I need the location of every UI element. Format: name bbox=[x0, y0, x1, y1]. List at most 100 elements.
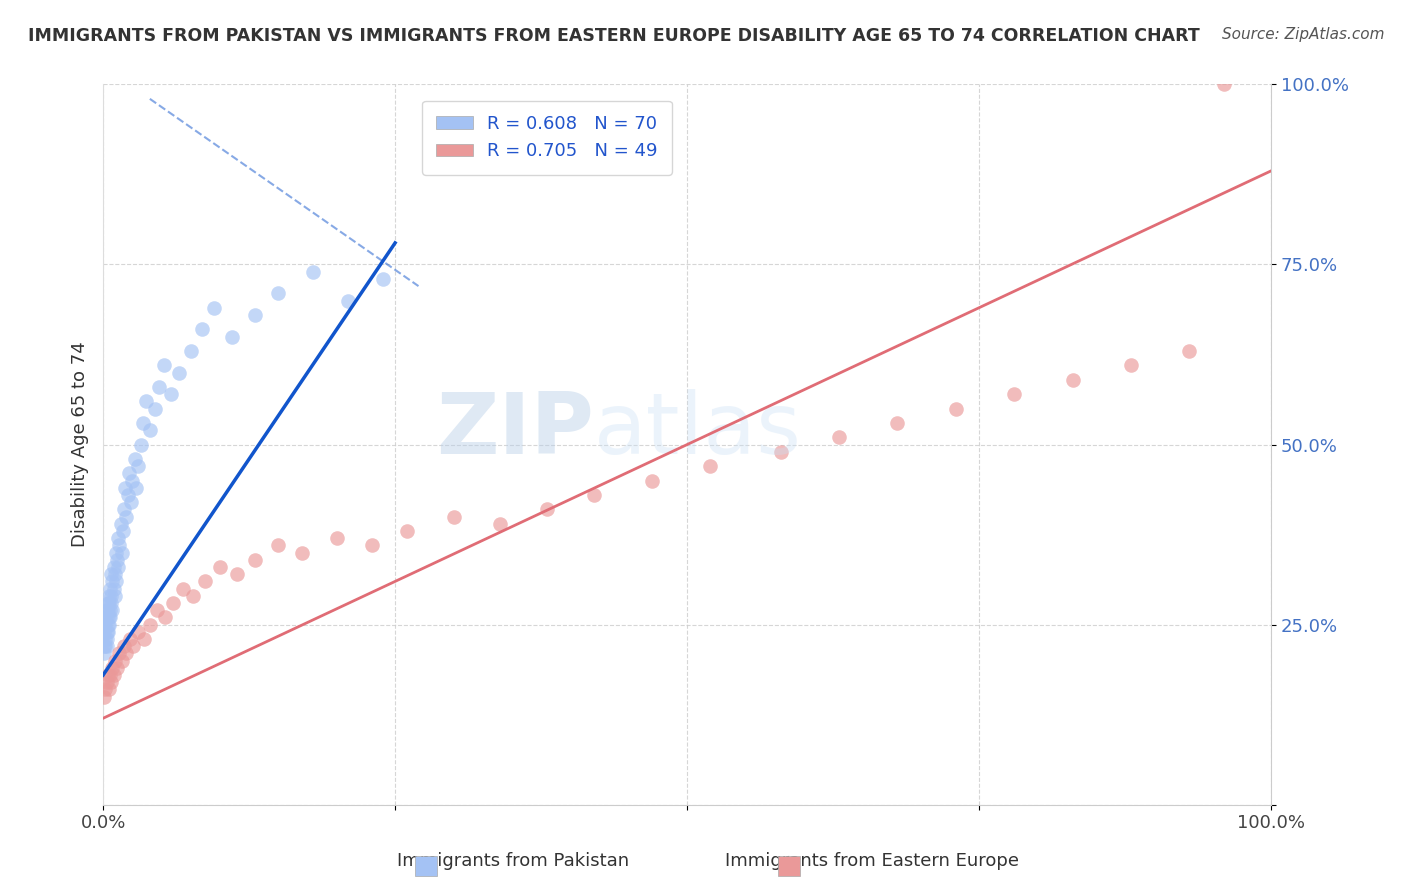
Point bbox=[121, 474, 143, 488]
Point bbox=[98, 596, 121, 610]
Point bbox=[104, 654, 127, 668]
Legend: R = 0.608   N = 70, R = 0.705   N = 49: R = 0.608 N = 70, R = 0.705 N = 49 bbox=[422, 101, 672, 175]
Point bbox=[97, 603, 120, 617]
Point bbox=[1119, 359, 1142, 373]
Point bbox=[162, 596, 184, 610]
Point bbox=[139, 617, 162, 632]
Text: atlas: atlas bbox=[593, 389, 801, 472]
Point bbox=[132, 416, 155, 430]
Point bbox=[111, 524, 134, 538]
Point bbox=[94, 610, 117, 624]
Point bbox=[96, 632, 118, 646]
Point bbox=[104, 546, 127, 560]
Point bbox=[118, 467, 141, 481]
Point bbox=[127, 459, 149, 474]
Point bbox=[98, 610, 121, 624]
Point bbox=[148, 380, 170, 394]
Point bbox=[97, 617, 120, 632]
Point bbox=[112, 639, 135, 653]
Point bbox=[395, 524, 418, 538]
Point bbox=[226, 567, 249, 582]
Point bbox=[641, 474, 664, 488]
Point bbox=[267, 538, 290, 552]
Point bbox=[94, 617, 117, 632]
Point bbox=[114, 481, 136, 495]
Point bbox=[373, 272, 395, 286]
Point bbox=[153, 610, 176, 624]
Point bbox=[93, 624, 115, 639]
Point bbox=[1213, 78, 1236, 92]
Point bbox=[108, 538, 131, 552]
Point bbox=[98, 682, 121, 697]
Point bbox=[221, 329, 243, 343]
Point bbox=[1002, 387, 1025, 401]
Point bbox=[104, 589, 127, 603]
Text: Immigrants from Pakistan: Immigrants from Pakistan bbox=[396, 852, 630, 870]
Point bbox=[194, 574, 217, 589]
Point bbox=[98, 668, 121, 682]
Point bbox=[181, 589, 204, 603]
Point bbox=[243, 553, 266, 567]
Point bbox=[302, 265, 325, 279]
Point bbox=[93, 690, 115, 704]
Point bbox=[1062, 373, 1084, 387]
Point bbox=[699, 459, 721, 474]
Point bbox=[94, 682, 117, 697]
Point bbox=[96, 624, 118, 639]
Text: Source: ZipAtlas.com: Source: ZipAtlas.com bbox=[1222, 27, 1385, 42]
Point bbox=[111, 654, 134, 668]
Point bbox=[769, 444, 792, 458]
Y-axis label: Disability Age 65 to 74: Disability Age 65 to 74 bbox=[72, 342, 89, 548]
Point bbox=[110, 516, 132, 531]
Point bbox=[98, 617, 121, 632]
Point bbox=[101, 574, 124, 589]
Point bbox=[98, 603, 121, 617]
Point bbox=[202, 301, 225, 315]
Point bbox=[107, 560, 129, 574]
Point bbox=[93, 647, 115, 661]
Point bbox=[125, 481, 148, 495]
Point bbox=[180, 343, 202, 358]
Point bbox=[96, 639, 118, 653]
Point bbox=[100, 596, 122, 610]
Point bbox=[105, 553, 128, 567]
Point bbox=[101, 661, 124, 675]
Point bbox=[536, 502, 558, 516]
Text: IMMIGRANTS FROM PAKISTAN VS IMMIGRANTS FROM EASTERN EUROPE DISABILITY AGE 65 TO : IMMIGRANTS FROM PAKISTAN VS IMMIGRANTS F… bbox=[28, 27, 1199, 45]
Point bbox=[129, 437, 152, 451]
Point bbox=[104, 567, 127, 582]
Point bbox=[103, 668, 125, 682]
Point bbox=[98, 582, 121, 596]
Point bbox=[103, 560, 125, 574]
Point bbox=[100, 675, 122, 690]
Point bbox=[120, 495, 142, 509]
Point bbox=[167, 366, 190, 380]
Point bbox=[97, 596, 120, 610]
Point bbox=[107, 531, 129, 545]
Point bbox=[160, 387, 183, 401]
Point bbox=[101, 603, 124, 617]
Point bbox=[104, 574, 127, 589]
Point bbox=[139, 423, 162, 437]
Text: Immigrants from Eastern Europe: Immigrants from Eastern Europe bbox=[724, 852, 1019, 870]
Point bbox=[96, 675, 118, 690]
Point bbox=[93, 639, 115, 653]
Point bbox=[122, 639, 145, 653]
Point bbox=[135, 394, 157, 409]
Point bbox=[443, 509, 465, 524]
Point bbox=[267, 286, 290, 301]
Point bbox=[97, 668, 120, 682]
Point bbox=[97, 624, 120, 639]
Point bbox=[117, 488, 139, 502]
Point bbox=[360, 538, 382, 552]
Point bbox=[94, 632, 117, 646]
Point bbox=[111, 546, 134, 560]
Point bbox=[132, 632, 155, 646]
Point bbox=[115, 509, 138, 524]
Point bbox=[1178, 343, 1201, 358]
Point bbox=[243, 308, 266, 322]
Point bbox=[127, 624, 149, 639]
Text: ZIP: ZIP bbox=[436, 389, 593, 472]
Point bbox=[191, 322, 214, 336]
Point bbox=[93, 617, 115, 632]
